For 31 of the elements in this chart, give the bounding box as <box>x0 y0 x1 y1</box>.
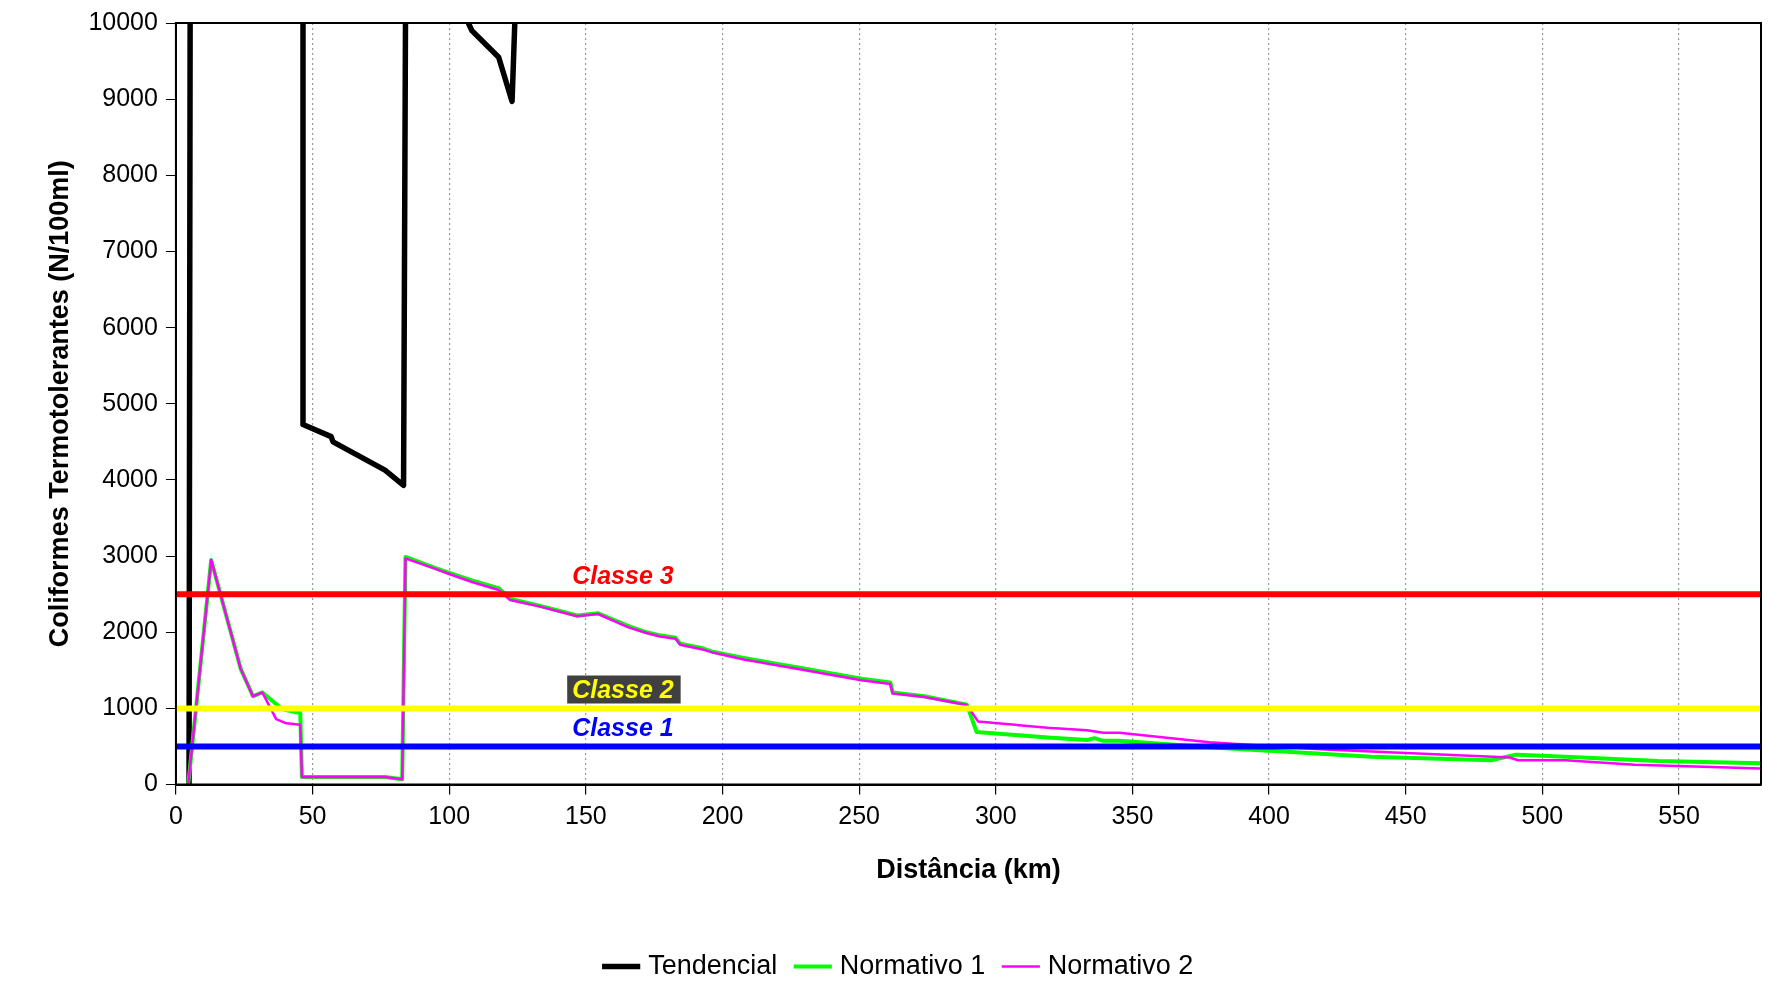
y-tick-label: 3000 <box>102 540 158 569</box>
x-tick-label: 350 <box>1111 801 1154 830</box>
y-tick-label: 4000 <box>102 463 158 492</box>
y-tick-label: 1000 <box>102 692 158 721</box>
legend-label: Normativo 2 <box>1047 949 1194 980</box>
y-tick-label: 8000 <box>102 159 158 188</box>
x-axis-title: Distância (km) <box>876 854 1061 885</box>
x-tick-label: 50 <box>298 801 327 830</box>
x-tick-label: 0 <box>168 801 183 830</box>
y-tick-label: 9000 <box>102 83 158 112</box>
legend-label: Tendencial <box>648 949 778 980</box>
x-tick-label: 200 <box>701 801 744 830</box>
y-tick-label: 5000 <box>102 387 158 416</box>
x-tick-label: 500 <box>1521 801 1564 830</box>
x-tick-label: 450 <box>1384 801 1427 830</box>
y-tick-label: 6000 <box>102 311 158 340</box>
y-tick-label: 10000 <box>88 6 158 35</box>
y-axis-title: Coliformes Termotolerantes (N/100ml) <box>43 160 74 648</box>
x-tick-label: 100 <box>428 801 471 830</box>
x-tick-label: 250 <box>838 801 880 830</box>
x-tick-label: 400 <box>1248 801 1290 830</box>
ref-line-label: Classe 1 <box>572 712 674 741</box>
ref-line-label: Classe 3 <box>572 560 674 589</box>
x-tick-label: 300 <box>974 801 1017 830</box>
y-tick-label: 2000 <box>102 616 158 645</box>
ref-line-label: Classe 2 <box>572 674 674 703</box>
y-tick-label: 7000 <box>102 235 158 264</box>
x-tick-label: 150 <box>564 801 607 830</box>
legend-label: Normativo 1 <box>839 949 986 980</box>
y-tick-label: 0 <box>144 768 158 797</box>
x-tick-label: 550 <box>1658 801 1700 830</box>
